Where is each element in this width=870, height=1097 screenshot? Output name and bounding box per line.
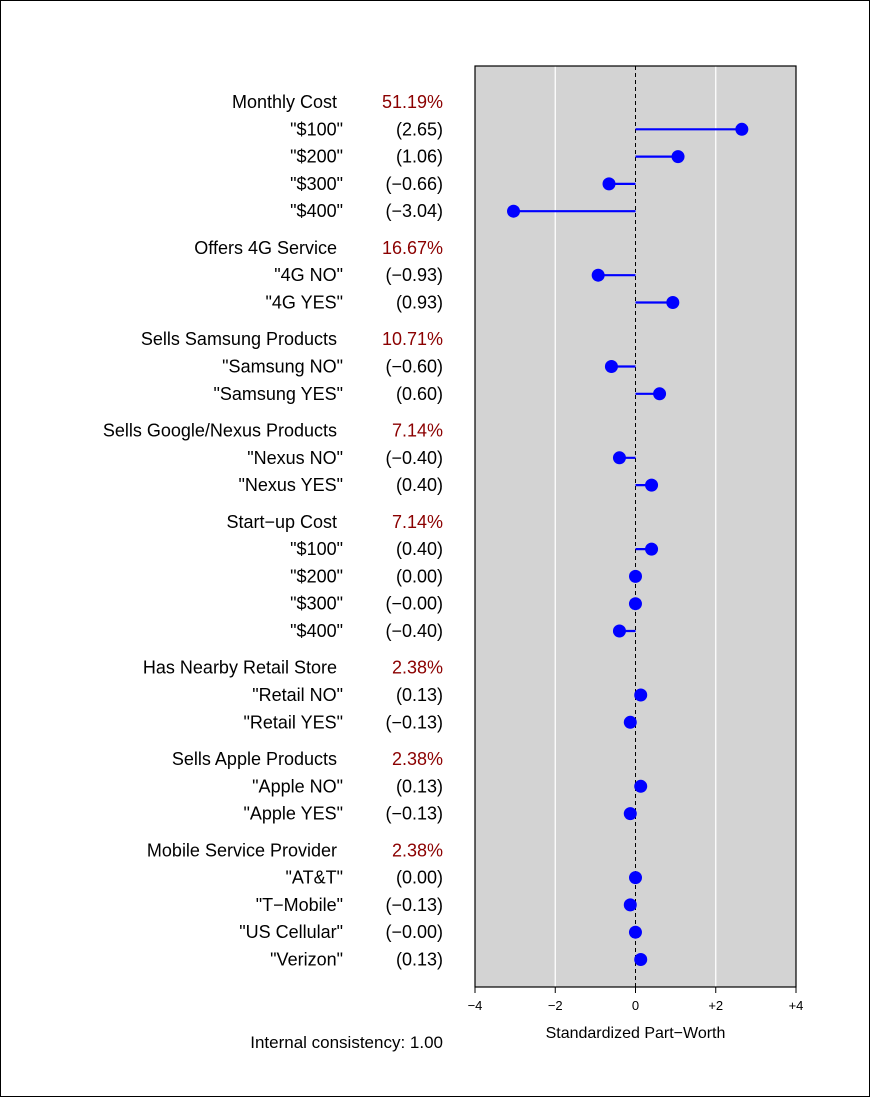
- level-value: (−0.40): [385, 448, 443, 468]
- level-label: "Apple YES": [243, 804, 343, 824]
- lollipop-point: [604, 360, 618, 373]
- attribute-name: Has Nearby Retail Store: [143, 658, 337, 678]
- level-value: (−0.13): [385, 804, 443, 824]
- lollipop-point: [645, 478, 659, 492]
- plot-background: [475, 66, 796, 987]
- level-label: "4G NO": [274, 265, 343, 285]
- lollipop-point: [507, 204, 521, 218]
- attribute-importance: 2.38%: [392, 658, 443, 678]
- level-value: (2.65): [396, 119, 443, 139]
- lollipop-point: [623, 807, 637, 821]
- level-value: (−0.13): [385, 895, 443, 915]
- level-value: (−3.04): [385, 201, 443, 221]
- lollipop-point: [602, 177, 616, 191]
- level-value: (1.06): [396, 147, 443, 167]
- attribute-name: Sells Samsung Products: [141, 329, 337, 349]
- lollipop-point: [671, 150, 685, 164]
- x-axis-label: Standardized Part−Worth: [546, 1025, 726, 1042]
- level-label: "$400": [290, 201, 343, 221]
- level-value: (−0.40): [385, 621, 443, 641]
- level-label: "T−Mobile": [256, 895, 343, 915]
- level-value: (0.13): [396, 950, 443, 970]
- lollipop-point: [666, 296, 680, 309]
- x-tick-label: −4: [468, 998, 483, 1013]
- level-label: "Retail YES": [244, 712, 344, 732]
- lollipop-point: [629, 871, 642, 885]
- level-label: "4G YES": [266, 293, 343, 313]
- attribute-importance: 7.14%: [392, 512, 443, 532]
- attribute-importance: 2.38%: [392, 749, 443, 769]
- level-label: "$100": [290, 539, 343, 559]
- grid-lines: [554, 66, 717, 987]
- level-label: "Nexus NO": [247, 448, 343, 468]
- lollipop-point: [612, 624, 626, 638]
- row-labels: Monthly Cost 51.19% "$100" (2.65) "$200" (1.0…: [103, 92, 443, 970]
- level-label: "$200": [290, 566, 343, 586]
- lollipop-marks: [507, 122, 749, 966]
- attribute-importance: 10.71%: [382, 329, 443, 349]
- level-value: (0.60): [396, 384, 443, 404]
- attribute-importance: 2.38%: [392, 840, 443, 860]
- lollipop-point: [634, 953, 648, 966]
- level-value: (−0.00): [385, 922, 443, 942]
- level-label: "Nexus YES": [239, 475, 344, 495]
- attribute-importance: 51.19%: [382, 92, 443, 112]
- internal-consistency-note: Internal consistency: 1.00: [250, 1033, 443, 1052]
- lollipop-point: [628, 597, 642, 611]
- lollipop-point: [612, 451, 626, 465]
- level-value: (−0.93): [385, 265, 443, 285]
- level-label: "Retail NO": [252, 685, 343, 705]
- x-tick-label: 0: [632, 998, 639, 1013]
- x-tick-label: −2: [548, 998, 563, 1013]
- attribute-name: Sells Apple Products: [172, 749, 337, 769]
- level-value: (−0.13): [385, 712, 443, 732]
- x-axis: −4 −2 0 +2 +4: [468, 986, 804, 1013]
- attribute-name: Start−up Cost: [226, 512, 337, 532]
- lollipop-point: [623, 715, 637, 729]
- level-label: "$400": [290, 621, 343, 641]
- attribute-name: Offers 4G Service: [194, 238, 337, 258]
- level-value: (0.40): [396, 475, 443, 495]
- level-value: (−0.60): [385, 357, 443, 377]
- lollipop-point: [653, 387, 667, 401]
- level-label: "US Cellular": [239, 922, 343, 942]
- lollipop-point: [645, 542, 659, 556]
- level-label: "Samsung YES": [213, 384, 343, 404]
- lollipop-point: [735, 122, 749, 136]
- level-value: (0.13): [396, 685, 443, 705]
- lollipop-point: [623, 898, 637, 912]
- lollipop-point: [629, 569, 642, 583]
- level-label: "Verizon": [270, 950, 343, 970]
- level-value: (0.93): [396, 293, 443, 313]
- lollipop-point: [634, 688, 648, 702]
- attribute-name: Sells Google/Nexus Products: [103, 421, 337, 441]
- level-label: "$300": [290, 174, 343, 194]
- level-label: "Samsung NO": [222, 357, 343, 377]
- attribute-importance: 16.67%: [382, 238, 443, 258]
- level-value: (0.00): [396, 566, 443, 586]
- level-value: (0.00): [396, 868, 443, 888]
- level-label: "$300": [290, 594, 343, 614]
- lollipop-point: [634, 779, 648, 793]
- level-label: "AT&T": [286, 868, 343, 888]
- level-label: "Apple NO": [252, 776, 343, 796]
- attribute-importance: 7.14%: [392, 421, 443, 441]
- lollipop-point: [591, 268, 605, 282]
- level-value: (0.40): [396, 539, 443, 559]
- level-label: "$200": [290, 147, 343, 167]
- attribute-name: Mobile Service Provider: [147, 840, 337, 860]
- lollipop-point: [628, 925, 642, 939]
- level-value: (−0.66): [385, 174, 443, 194]
- attribute-name: Monthly Cost: [232, 92, 337, 112]
- x-tick-label: +4: [789, 998, 804, 1013]
- level-value: (0.13): [396, 776, 443, 796]
- level-label: "$100": [290, 119, 343, 139]
- level-value: (−0.00): [385, 594, 443, 614]
- x-tick-label: +2: [708, 998, 723, 1013]
